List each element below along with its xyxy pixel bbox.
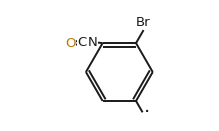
Text: Br: Br bbox=[136, 16, 151, 29]
Text: C: C bbox=[78, 36, 87, 49]
Text: N: N bbox=[88, 36, 98, 49]
Text: O: O bbox=[65, 37, 75, 50]
Text: ·: · bbox=[144, 103, 150, 122]
